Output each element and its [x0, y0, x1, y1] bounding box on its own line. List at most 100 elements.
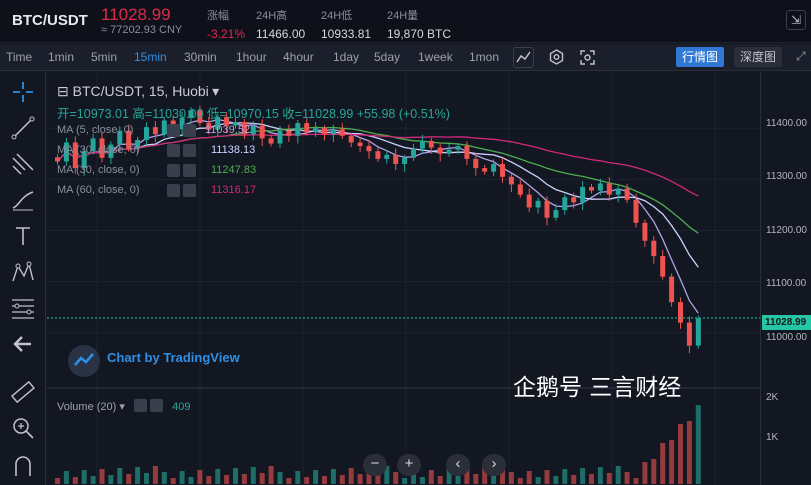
volume-bar [286, 478, 292, 484]
ma-close-icon[interactable] [183, 164, 196, 177]
timeframe-1hour[interactable]: 1hour [236, 50, 267, 64]
volume-label[interactable]: Volume (20) [57, 401, 117, 413]
scroll-right-button[interactable]: › [482, 454, 506, 476]
magnet-icon[interactable] [9, 452, 37, 480]
candle [233, 122, 238, 126]
candle [402, 157, 408, 164]
timeframe-1week[interactable]: 1week [418, 50, 453, 64]
volume-bar [206, 476, 212, 484]
crosshair-icon[interactable] [9, 78, 37, 106]
ma-eye-icon[interactable] [167, 144, 180, 157]
last-price-tag: 11028.99 [762, 315, 811, 330]
chevron-down-icon[interactable]: ▾ [212, 83, 220, 99]
price-tick: 11400.00 [766, 118, 807, 129]
ma-row-2[interactable]: MA (30, close, 0) [57, 144, 140, 156]
candle [384, 154, 390, 159]
timeframe-5day[interactable]: 5day [374, 50, 401, 64]
volume-bar [268, 466, 274, 484]
volume-bar [99, 469, 105, 484]
ma-eye-icon[interactable] [167, 124, 180, 137]
volume-bar [402, 478, 408, 484]
volume-bar [135, 467, 141, 484]
candle [562, 197, 568, 211]
tradingview-credit[interactable]: Chart by TradingView [107, 350, 240, 365]
brush-icon[interactable] [9, 186, 37, 214]
candle [589, 187, 594, 191]
volume-bar [259, 473, 265, 484]
volume-bar [348, 468, 354, 484]
symbol-label[interactable]: BTC/USDT, 15, Huobi [72, 83, 209, 99]
volume-bar [170, 478, 176, 484]
timeframe-30min[interactable]: 30min [184, 50, 217, 64]
timeframe-time[interactable]: Time [6, 50, 33, 64]
ma-eye-icon[interactable] [167, 164, 180, 177]
candle [304, 123, 310, 133]
screenshot-icon[interactable] [577, 47, 598, 68]
candle [428, 140, 434, 148]
volume-bar [81, 470, 87, 484]
text-icon[interactable] [9, 222, 37, 250]
indicator-icon[interactable] [513, 47, 534, 68]
stat-change-value: -3.21% [207, 27, 246, 41]
depth-view-tab[interactable]: 深度图 [734, 47, 783, 67]
volume-bar [526, 471, 532, 484]
timeframe-1day[interactable]: 1day [333, 50, 360, 64]
ma-row-3[interactable]: MA (30, close, 0) [57, 164, 140, 176]
ma-row-1[interactable]: MA (5, close, 0) [57, 124, 133, 136]
expand-icon[interactable]: ⇲ [786, 10, 806, 30]
stat-volume-value: 19,870 BTC [387, 27, 452, 41]
trendline-icon[interactable] [9, 114, 37, 142]
fib-icon[interactable] [9, 294, 37, 322]
volume-bar [419, 477, 425, 484]
ma-close-icon[interactable] [183, 184, 196, 197]
ma-label: MA (30, close, 0) [57, 164, 140, 176]
volume-eye-icon[interactable] [133, 399, 147, 412]
back-arrow-icon[interactable] [9, 330, 37, 358]
pattern-icon[interactable] [9, 258, 37, 286]
pair-title[interactable]: BTC/USDT [12, 12, 88, 29]
price-axis[interactable]: 11400.00 11300.00 11200.00 11100.00 1100… [760, 72, 811, 485]
candle [330, 129, 336, 135]
ma-close-icon[interactable] [183, 144, 196, 157]
zoom-icon[interactable] [9, 414, 37, 442]
candle [553, 210, 559, 218]
volume-bar [250, 467, 256, 484]
ma-close-icon[interactable] [183, 124, 196, 137]
tradingview-logo-icon[interactable] [67, 344, 101, 383]
candle [241, 122, 247, 135]
volume-bar [624, 472, 630, 484]
ma-eye-icon[interactable] [167, 184, 180, 197]
pitchfork-icon[interactable] [9, 150, 37, 178]
volume-bar [651, 459, 657, 484]
chevron-down-icon[interactable]: ▾ [119, 401, 125, 413]
volume-close-icon[interactable] [150, 399, 164, 412]
candle [348, 135, 354, 143]
volume-bar [366, 467, 372, 484]
volume-bar [179, 471, 185, 484]
ruler-icon[interactable] [9, 378, 37, 406]
timeframe-1min[interactable]: 1min [48, 50, 75, 64]
settings-icon[interactable] [546, 47, 567, 68]
chart-pane[interactable]: ⊟ BTC/USDT, 15, Huobi ▾ 开=10973.01 高=110… [47, 72, 760, 485]
candle [446, 149, 452, 154]
volume-bar [491, 473, 497, 484]
timeframe-5min[interactable]: 5min [91, 50, 118, 64]
ma-value: 11247.83 [211, 164, 257, 176]
candle [508, 176, 514, 185]
candle [642, 222, 648, 241]
timeframe-15min[interactable]: 15min [134, 50, 167, 64]
timeframe-4hour[interactable]: 4hour [283, 50, 314, 64]
timeframe-1mon[interactable]: 1mon [469, 50, 500, 64]
volume-bar [197, 470, 203, 484]
fullscreen-icon[interactable]: ⤢ [796, 49, 806, 63]
ma-row-4[interactable]: MA (60, close, 0) [57, 184, 140, 196]
collapse-icon[interactable]: ⊟ [57, 83, 73, 99]
volume-bar [695, 405, 701, 484]
market-view-tab[interactable]: 行情图 [676, 47, 725, 67]
zoom-in-button[interactable]: + [397, 454, 421, 476]
ma-line [57, 133, 699, 197]
scroll-left-button[interactable]: ‹ [446, 454, 470, 476]
candle [206, 123, 212, 130]
candlestick-chart[interactable] [47, 72, 760, 485]
zoom-out-button[interactable]: − [363, 454, 387, 476]
